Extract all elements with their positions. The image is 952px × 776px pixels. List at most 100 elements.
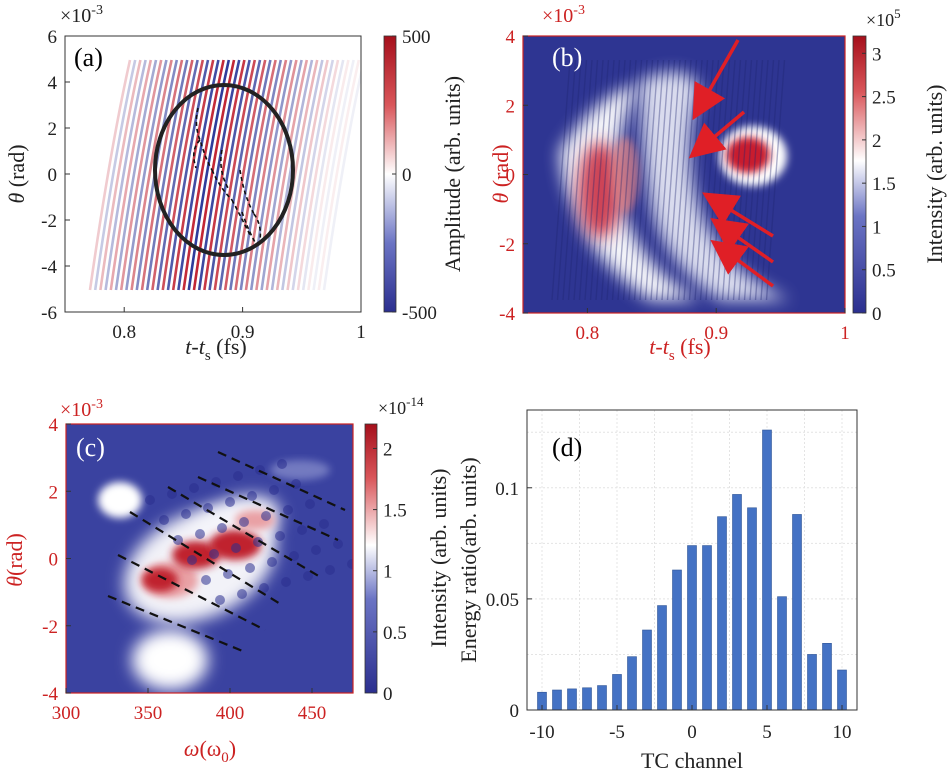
fringe-stripe <box>197 59 241 291</box>
fringe-stripe <box>130 59 173 291</box>
panel-a-ytick-label: 6 <box>48 27 58 48</box>
panel-a-cbar-tick-label: 500 <box>402 27 431 48</box>
interference-dot <box>347 559 353 569</box>
panel-c-ylabel: θ(rad) <box>2 533 27 587</box>
panel-b-ytick-label: -4 <box>499 304 515 325</box>
interference-dot <box>303 571 313 581</box>
panel-d-xtick-label: 0 <box>687 722 697 743</box>
dashed-guide-lines <box>107 450 346 654</box>
intensity-stripe <box>661 59 681 301</box>
panel-a-ytick-label: -4 <box>41 257 57 278</box>
intensity-stripe <box>650 59 670 301</box>
panel-a-xtick-label: 0.9 <box>231 322 255 343</box>
intensity-stripe <box>567 59 588 301</box>
interference-dot <box>269 485 279 495</box>
intensity-stripe <box>562 59 582 301</box>
fringe-stripe <box>125 59 168 291</box>
bar-tc-0 <box>687 545 697 711</box>
panel-c-colorbar-exponent: ×10-14 <box>378 394 424 418</box>
fringe-stripe <box>291 59 335 291</box>
intensity-stripe <box>672 59 692 301</box>
panel-b-cbar-tick-label: 0.5 <box>872 261 896 282</box>
bar-tc--1 <box>672 569 682 711</box>
intensity-stripe <box>600 59 621 301</box>
panel-c-y-exponent: ×10-3 <box>60 397 103 421</box>
panel-b-xtick-label: 0.8 <box>576 323 600 344</box>
bar-tc--7 <box>582 687 592 711</box>
panel-a-cbar-tick-label: -500 <box>402 303 437 324</box>
bar-tc-8 <box>807 654 817 711</box>
interference-dot <box>145 495 155 505</box>
panel-c-colorbar <box>364 423 378 694</box>
panel-d-ytick-label: 0 <box>510 701 520 722</box>
bar-tc-10 <box>837 669 847 711</box>
fringe-stripe <box>93 59 137 291</box>
interference-dot <box>239 517 249 527</box>
fringe-stripe <box>296 59 340 291</box>
panel-d-xtick-label: 10 <box>833 722 852 743</box>
bar-tc-2 <box>717 516 727 711</box>
panel-c-cbar-tick-label: 1 <box>383 562 393 583</box>
panel-b-cbar-tick-label: 2.5 <box>872 88 896 109</box>
panel-c-ytick-label: 0 <box>49 550 59 571</box>
bar-tc-6 <box>777 596 787 711</box>
interference-dot <box>319 519 329 529</box>
interference-dot <box>283 505 293 515</box>
panel-c-cbar-tick-label: 2 <box>383 439 393 460</box>
panel-d-xtick-label: -5 <box>609 722 625 743</box>
panel-c-heatmap <box>98 450 353 690</box>
fringe-stripe <box>119 59 163 291</box>
panel-b-ytick-label: -2 <box>499 235 515 256</box>
panel-d-xlabel: TC channel <box>641 748 743 773</box>
fringe-stripe <box>265 59 309 291</box>
interference-dot <box>203 503 213 513</box>
bar-tc-7 <box>792 514 802 711</box>
interference-dot <box>247 491 257 501</box>
panel-c-xlabel: ω(ω0) <box>184 736 236 766</box>
panel-a-ytick-label: -6 <box>41 303 57 324</box>
interference-dot <box>297 525 307 535</box>
bar-tc--2 <box>657 605 667 711</box>
interference-dot <box>253 537 263 547</box>
panel-b-ytick-label: 4 <box>506 27 516 48</box>
bar-tc--3 <box>642 629 652 711</box>
fringe-stripe <box>286 59 329 291</box>
panel-c-ytick-label: 2 <box>49 482 59 503</box>
intensity-stripe <box>639 59 659 301</box>
interference-dot <box>209 549 219 559</box>
panel-a-xlabel: t-ts (fs) <box>185 334 246 364</box>
fringe-stripe <box>317 59 361 291</box>
interference-dot <box>237 589 247 599</box>
panel-b-xtick-label: 0.9 <box>704 323 728 344</box>
interference-dot <box>225 497 235 507</box>
fringe-stripe <box>239 59 283 291</box>
panel-d-ytick-label: 0.1 <box>495 479 519 500</box>
panel-c-ytick-label: -2 <box>42 617 58 638</box>
fringe-stripe <box>281 59 324 291</box>
interference-dot <box>233 471 243 481</box>
intensity-stripe <box>578 59 599 301</box>
fringe-stripe <box>255 59 298 291</box>
panel-a: 0.8 0.9 1 6 4 2 0 -2 -4 -6 (a) ×10-3 θ (rad) t-ts… <box>4 3 465 364</box>
intensity-stripe <box>754 59 775 301</box>
panel-a-label: (a) <box>74 43 103 72</box>
panel-b-ytick-label: 0 <box>506 166 516 187</box>
intensity-stripe <box>584 59 604 301</box>
intensity-stripe <box>760 59 780 301</box>
fringe-stripe <box>166 59 210 291</box>
intensity-stripe <box>655 59 676 301</box>
bar-tc-1 <box>702 545 712 711</box>
fringe-stripe <box>312 59 355 291</box>
bar-tc-5 <box>762 429 772 711</box>
bar-tc--8 <box>567 688 577 711</box>
interference-dot <box>181 509 191 519</box>
fringe-stripe <box>171 59 215 291</box>
intensity-stripe <box>556 59 577 301</box>
fringe-stripe <box>140 59 184 291</box>
interference-dot <box>275 531 285 541</box>
panel-b: 0.8 0.9 1 4 2 0 -2 -4 (b) ×10-3 θ (rad) t-ts (f… <box>488 3 947 364</box>
fringe-stripe <box>249 59 293 291</box>
interference-dot <box>267 557 277 567</box>
intensity-stripe <box>573 59 593 301</box>
panel-c-label: (c) <box>76 433 105 462</box>
